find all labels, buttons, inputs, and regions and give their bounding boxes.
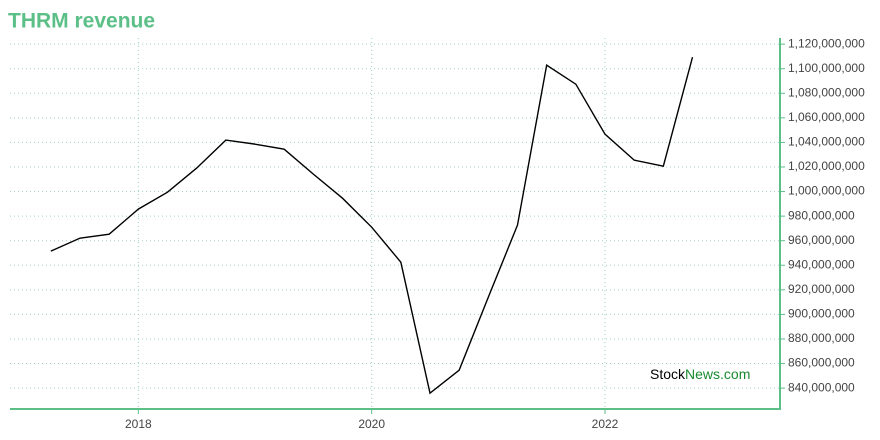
y-tick-label: 1,100,000,000 bbox=[788, 61, 865, 75]
chart-title: THRM revenue bbox=[8, 10, 155, 33]
y-tick-label: 1,040,000,000 bbox=[788, 135, 865, 149]
x-tick-label: 2018 bbox=[125, 417, 152, 431]
watermark-part: Stock bbox=[650, 366, 686, 382]
y-tick-label: 900,000,000 bbox=[788, 307, 855, 321]
x-tick-label: 2020 bbox=[358, 417, 385, 431]
y-tick-label: 1,080,000,000 bbox=[788, 85, 865, 99]
y-tick-label: 1,120,000,000 bbox=[788, 36, 865, 50]
line bbox=[50, 56, 694, 395]
y-tick-label: 940,000,000 bbox=[788, 257, 855, 271]
watermark: StockNews.com bbox=[650, 366, 750, 382]
y-tick-label: 960,000,000 bbox=[788, 233, 855, 247]
watermark-part: News.com bbox=[685, 366, 750, 382]
y-tick-label: 1,020,000,000 bbox=[788, 159, 865, 173]
y-tick-label: 1,000,000,000 bbox=[788, 184, 865, 198]
y-tick-label: 1,060,000,000 bbox=[788, 110, 865, 124]
y-tick-label: 840,000,000 bbox=[788, 380, 855, 394]
x-tick-label: 2022 bbox=[592, 417, 619, 431]
y-tick-label: 920,000,000 bbox=[788, 282, 855, 296]
y-tick-label: 880,000,000 bbox=[788, 331, 855, 345]
y-tick-label: 860,000,000 bbox=[788, 356, 855, 370]
y-tick-label: 980,000,000 bbox=[788, 208, 855, 222]
